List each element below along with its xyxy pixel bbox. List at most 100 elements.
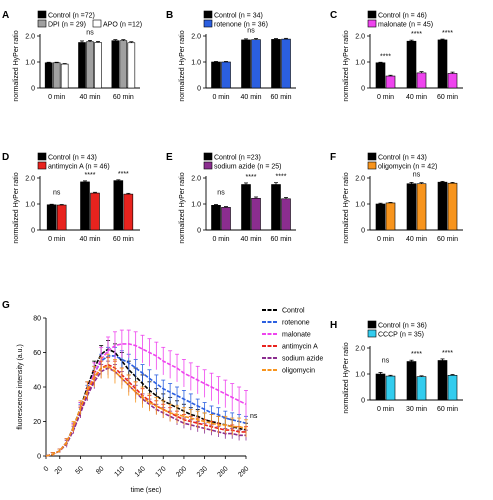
y-tick-label: 2.0 bbox=[355, 34, 365, 41]
significance-label: **** bbox=[276, 174, 287, 181]
y-axis-label: normalized HyPer ratio bbox=[179, 172, 186, 243]
legend-swatch bbox=[367, 19, 377, 28]
bar bbox=[241, 184, 251, 231]
bar bbox=[416, 72, 427, 89]
y-tick-label: 0 bbox=[31, 228, 35, 235]
legend-label: sodium azide bbox=[282, 356, 323, 363]
y-tick-label: 0 bbox=[37, 454, 41, 461]
y-tick-label: 1.0 bbox=[355, 202, 365, 209]
bar bbox=[416, 183, 427, 231]
bar bbox=[375, 373, 386, 401]
bar bbox=[94, 42, 102, 89]
series-sodium-azide bbox=[45, 360, 248, 457]
bar bbox=[406, 361, 417, 401]
legend-swatch bbox=[367, 320, 377, 329]
legend-swatch bbox=[203, 19, 213, 28]
panel-label: F bbox=[330, 152, 336, 163]
legend-swatch bbox=[37, 161, 47, 170]
y-tick-label: 40 bbox=[33, 385, 41, 392]
bar bbox=[251, 39, 261, 89]
bar bbox=[447, 374, 458, 401]
x-tick-label: 20 bbox=[54, 465, 65, 476]
legend-label: antimycin A bbox=[282, 344, 318, 351]
bar bbox=[406, 40, 417, 89]
panel-a: A Control (n =72) DPI (n = 29) APO (n =12) 0… bbox=[2, 10, 142, 102]
significance-label: **** bbox=[246, 174, 257, 181]
panel-e: E Control (n =23) sodium azide (n = 25) 0 1.… bbox=[166, 152, 296, 244]
panel-b: B Control (n = 34) rotenone (n = 36) 0 1.0 2.… bbox=[166, 10, 296, 102]
bar bbox=[123, 193, 134, 231]
panel-h: H Control (n = 36) CCCP (n = 35) 0 1.0 2.0 nor… bbox=[330, 320, 463, 414]
bar bbox=[113, 180, 124, 231]
series-line bbox=[45, 363, 246, 457]
significance-label: ns bbox=[86, 29, 94, 36]
bar bbox=[385, 202, 396, 231]
legend-label: DPI (n = 29) bbox=[48, 22, 86, 29]
panel-d: D Control (n = 43) antimycin A (n = 46) 0 1.… bbox=[2, 152, 140, 244]
panel-label: D bbox=[2, 152, 9, 163]
panel-label: B bbox=[166, 10, 173, 21]
panel-f: F Control (n = 43) oligomycin (n = 42) 0 1.0… bbox=[330, 152, 463, 244]
legend-label: Control (n = 43) bbox=[378, 155, 427, 162]
y-axis-label: fluorescence intensity (a.u.) bbox=[17, 344, 24, 430]
legend-label: sodium azide (n = 25) bbox=[214, 164, 282, 171]
significance-label: **** bbox=[411, 351, 422, 358]
x-tick-label: 290 bbox=[237, 465, 250, 478]
bar bbox=[437, 39, 448, 89]
series-line bbox=[45, 367, 246, 457]
x-tick-label: 40 min bbox=[240, 94, 261, 101]
significance-label: ns bbox=[382, 357, 390, 364]
y-axis-label: normalized HyPer ratio bbox=[13, 30, 20, 101]
x-tick-label: 50 bbox=[74, 465, 85, 476]
legend-label: CCCP (n = 35) bbox=[378, 332, 424, 339]
x-tick-label: 60 min bbox=[437, 236, 458, 243]
x-tick-label: 60 min bbox=[437, 406, 458, 413]
bar bbox=[437, 360, 448, 401]
y-tick-label: 2.0 bbox=[25, 34, 35, 41]
series-line bbox=[45, 355, 247, 457]
bar bbox=[80, 181, 90, 231]
significance-label: **** bbox=[118, 171, 129, 178]
y-tick-label: 0 bbox=[361, 86, 365, 93]
bar bbox=[271, 184, 281, 231]
bar bbox=[86, 41, 94, 89]
x-tick-label: 260 bbox=[217, 465, 230, 478]
bar bbox=[111, 40, 120, 89]
bar bbox=[221, 207, 231, 231]
y-tick-label: 1.0 bbox=[25, 202, 35, 209]
x-tick-label: 60 min bbox=[270, 236, 291, 243]
x-axis-label: time (sec) bbox=[131, 487, 162, 494]
bar bbox=[437, 181, 448, 231]
x-tick-label: 30 min bbox=[406, 406, 427, 413]
bar bbox=[447, 182, 458, 231]
x-tick-label: 80 bbox=[95, 465, 106, 476]
bar bbox=[119, 40, 128, 89]
significance-label: **** bbox=[411, 31, 422, 38]
legend-swatch bbox=[37, 152, 47, 161]
legend-label: APO (n =12) bbox=[103, 22, 142, 29]
series-line bbox=[45, 348, 247, 457]
y-tick-label: 2.0 bbox=[25, 176, 35, 183]
x-tick-label: 0 min bbox=[377, 406, 394, 413]
legend-swatch bbox=[367, 161, 377, 170]
bar bbox=[127, 42, 136, 89]
bar bbox=[211, 61, 221, 89]
x-tick-label: 60 min bbox=[270, 94, 291, 101]
x-tick-label: 40 min bbox=[79, 94, 100, 101]
legend-swatch bbox=[203, 152, 213, 161]
significance-label: ns bbox=[250, 413, 258, 420]
legend-swatch bbox=[203, 10, 213, 19]
y-axis-label: normalized HyPer ratio bbox=[343, 342, 350, 413]
legend-label: Control (n =23) bbox=[214, 155, 261, 162]
x-tick-label: 230 bbox=[196, 465, 209, 478]
x-tick-label: 110 bbox=[113, 465, 126, 478]
legend-label: Control (n = 43) bbox=[48, 155, 97, 162]
x-tick-label: 140 bbox=[134, 465, 147, 478]
legend-swatch bbox=[37, 10, 47, 19]
y-axis-label: normalized HyPer ratio bbox=[179, 30, 186, 101]
legend-label: Control (n = 46) bbox=[378, 13, 427, 20]
legend-swatch bbox=[37, 19, 47, 28]
x-tick-label: 40 min bbox=[79, 236, 100, 243]
panel-label: G bbox=[2, 300, 10, 311]
bar bbox=[281, 38, 291, 89]
